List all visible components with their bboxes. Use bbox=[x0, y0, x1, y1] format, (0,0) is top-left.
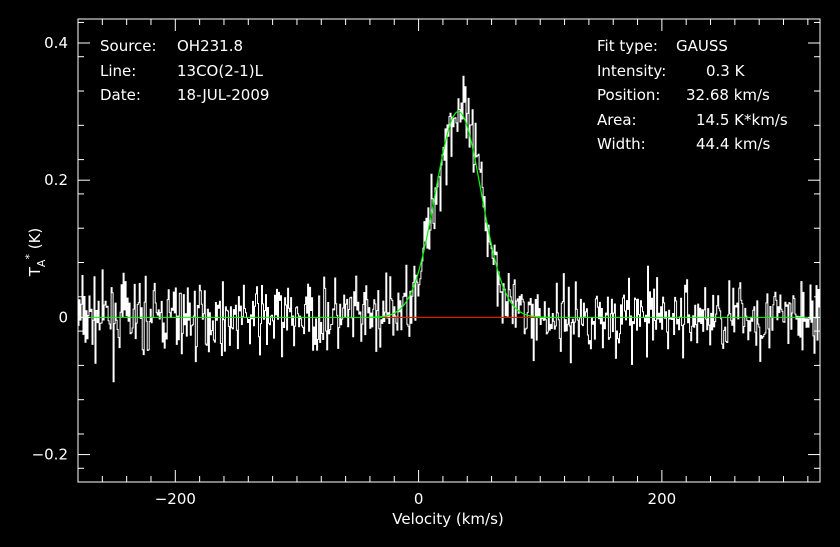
info-position-key: Position: bbox=[597, 86, 660, 104]
y-tick-label: 0.4 bbox=[44, 34, 68, 52]
svg-text:TA* (K): TA* (K) bbox=[23, 228, 48, 278]
info-area-key: Area: bbox=[597, 111, 637, 129]
y-tick-label: −0.2 bbox=[32, 446, 68, 464]
info-width-key: Width: bbox=[597, 135, 646, 153]
x-tick-label: −200 bbox=[155, 490, 196, 508]
y-tick-label: 0 bbox=[58, 308, 68, 326]
info-fit-type-value: GAUSS bbox=[676, 37, 728, 55]
y-tick-label: 0.2 bbox=[44, 171, 68, 189]
x-tick-label: 200 bbox=[648, 490, 677, 508]
plot-frame bbox=[77, 18, 821, 483]
gaussian-fit-curve bbox=[369, 110, 553, 318]
info-source-key: Source: bbox=[100, 37, 157, 55]
info-date-value: 18-JUL-2009 bbox=[177, 86, 269, 104]
x-axis-label: Velocity (km/s) bbox=[392, 510, 503, 528]
x-tick-label: 0 bbox=[414, 490, 424, 508]
info-area-value: 14.5 K*km/s bbox=[696, 111, 788, 129]
info-intensity-key: Intensity: bbox=[597, 62, 666, 80]
info-left-block: Source: OH231.8 Line: 13CO(2-1)L Date: 1… bbox=[100, 37, 269, 104]
info-right-block: Fit type: GAUSS Intensity: 0.3 K Positio… bbox=[597, 37, 788, 153]
info-date-key: Date: bbox=[100, 86, 141, 104]
info-source-value: OH231.8 bbox=[177, 37, 243, 55]
info-line-value: 13CO(2-1)L bbox=[177, 62, 264, 80]
info-line-key: Line: bbox=[100, 62, 136, 80]
info-width-value: 44.4 km/s bbox=[696, 135, 771, 153]
info-intensity-value: 0.3 K bbox=[706, 62, 746, 80]
info-fit-type-key: Fit type: bbox=[597, 37, 658, 55]
info-position-value: 32.68 km/s bbox=[686, 86, 770, 104]
y-axis-label: TA* (K) bbox=[23, 228, 48, 278]
